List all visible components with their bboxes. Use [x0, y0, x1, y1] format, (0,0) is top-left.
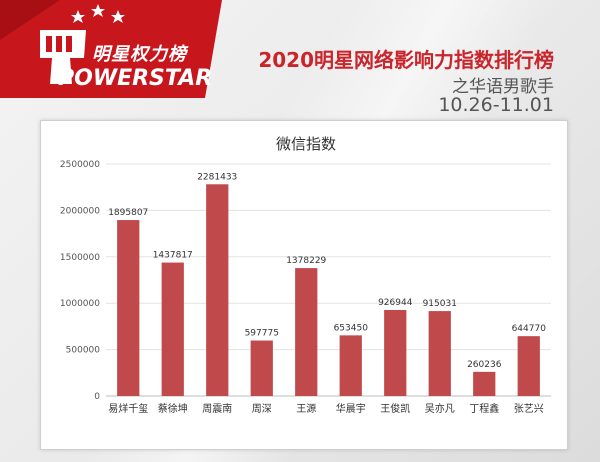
data-label: 1437817 [153, 251, 193, 261]
page-title: 2020明星网络影响力指数排行榜 [258, 48, 554, 72]
page-subtitle: 之华语男歌手 [452, 77, 554, 97]
y-tick-label: 0 [94, 392, 100, 402]
chart-title: 微信指数 [276, 135, 336, 153]
data-label: 926944 [378, 298, 413, 308]
x-tick-label: 蔡徐坤 [158, 402, 188, 415]
bar [117, 220, 140, 396]
y-tick-label: 500000 [66, 346, 101, 356]
x-tick-label: 王源 [296, 402, 316, 415]
x-tick-label: 周深 [252, 403, 272, 415]
x-tick-label: 易烊千玺 [108, 402, 148, 415]
star-icon [71, 10, 85, 23]
data-label: 915031 [423, 299, 457, 309]
data-label: 2281433 [197, 172, 237, 182]
bar [517, 336, 540, 396]
star-icon [111, 10, 125, 23]
bar [384, 309, 407, 396]
powerstar-logo [0, 0, 222, 98]
data-label: 260236 [467, 360, 502, 370]
x-tick-label: 张艺兴 [514, 403, 544, 415]
bar [295, 268, 318, 396]
x-tick-label: 华晨宇 [336, 402, 366, 415]
data-label: 597775 [245, 329, 279, 339]
bar-chart: 微信指数 0 500000 1000000 1500000 2000000 2500000… [60, 135, 551, 415]
x-tick-label: 吴亦凡 [425, 402, 455, 415]
data-label: 1378229 [286, 256, 326, 266]
bar [250, 340, 273, 396]
y-tick-label: 1000000 [60, 299, 100, 309]
x-tick-label: 王俊凯 [380, 402, 410, 415]
y-tick-label: 1500000 [60, 253, 100, 263]
date-range: 10.26-11.01 [438, 94, 554, 116]
star-icon [91, 4, 105, 17]
bar [339, 335, 362, 396]
y-tick-label: 2500000 [60, 160, 100, 170]
logo-english-text: POWERSTAR [58, 66, 213, 91]
data-label: 644770 [512, 324, 547, 334]
data-label: 653450 [334, 323, 369, 333]
bar [161, 262, 184, 396]
chart-panel: 微信指数 0 500000 1000000 1500000 2000000 2500000… [40, 120, 568, 450]
x-tick-label: 丁程鑫 [469, 402, 499, 415]
data-label: 1895807 [108, 208, 148, 218]
bar [473, 371, 496, 396]
bar [206, 184, 229, 396]
bar [428, 311, 451, 396]
x-tick-label: 周震南 [202, 402, 232, 415]
logo-chinese-text: 明星权力榜 [92, 44, 187, 65]
y-tick-label: 2000000 [60, 206, 100, 216]
